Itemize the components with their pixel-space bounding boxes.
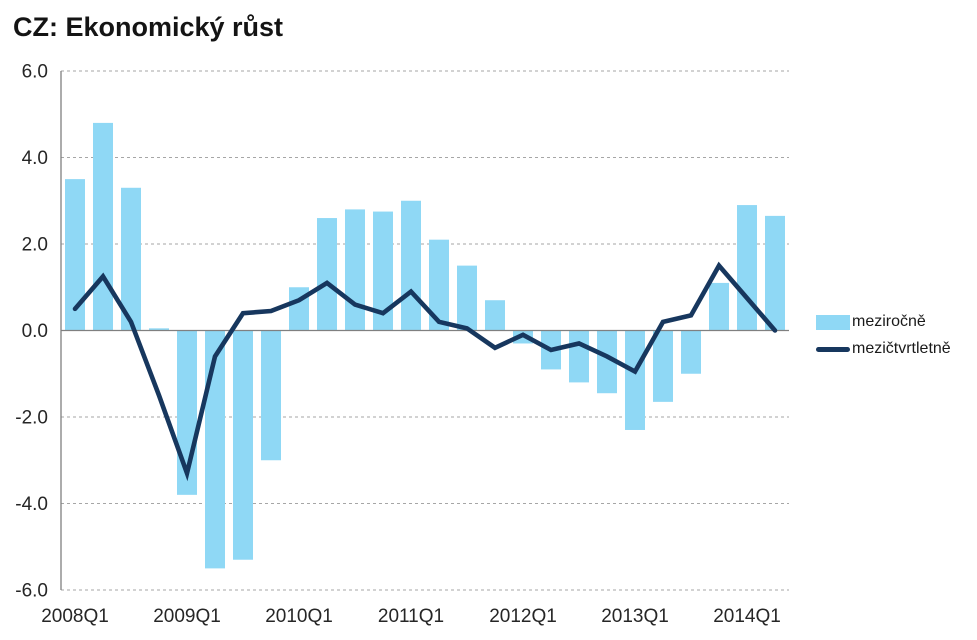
legend: meziročně mezičtvrtletně bbox=[816, 313, 951, 358]
bar-2014Q1 bbox=[737, 205, 757, 331]
y-tick-label-6.0: 6.0 bbox=[22, 62, 48, 83]
line-mezictvrtletne bbox=[72, 261, 778, 482]
bar-2011Q1 bbox=[401, 200, 421, 331]
x-tick-label-2014Q1: 2014Q1 bbox=[713, 606, 781, 627]
bar-2008Q2 bbox=[93, 122, 113, 331]
x-tick-label-2009Q1: 2009Q1 bbox=[153, 606, 221, 627]
bar-2014Q2 bbox=[765, 215, 785, 331]
x-tick-label-2008Q1: 2008Q1 bbox=[41, 606, 109, 627]
x-tick-label-2010Q1: 2010Q1 bbox=[265, 606, 333, 627]
bar-2008Q1 bbox=[65, 179, 85, 331]
legend-label-mezirocne: meziročně bbox=[852, 313, 926, 330]
x-tick-label-2013Q1: 2013Q1 bbox=[601, 606, 669, 627]
bar-2009Q4 bbox=[261, 330, 281, 461]
y-tick-label--4.0: -4.0 bbox=[15, 494, 48, 515]
bar-2011Q3 bbox=[457, 265, 477, 331]
x-tick-label-2012Q1: 2012Q1 bbox=[489, 606, 557, 627]
y-tick-label--2.0: -2.0 bbox=[15, 408, 48, 429]
bar-2013Q3 bbox=[681, 330, 701, 374]
bar-2010Q2 bbox=[317, 218, 337, 331]
legend-label-mezictvrtletne: mezičtvrtletně bbox=[852, 340, 951, 357]
bar-2013Q4 bbox=[709, 282, 729, 331]
bar-2010Q4 bbox=[373, 211, 393, 331]
legend-bar-swatch bbox=[816, 314, 850, 330]
bar-2010Q3 bbox=[345, 209, 365, 331]
legend-item-mezirocne: meziročně bbox=[816, 313, 951, 331]
bar-2012Q3 bbox=[569, 330, 589, 383]
y-tick-label-2.0: 2.0 bbox=[22, 235, 48, 256]
legend-line-swatch bbox=[816, 346, 850, 352]
bar-2008Q3 bbox=[121, 187, 141, 331]
legend-item-mezictvrtletne: mezičtvrtletně bbox=[816, 340, 951, 358]
bar-2013Q1 bbox=[625, 330, 645, 430]
bar-2009Q3 bbox=[233, 330, 253, 560]
bar-2011Q2 bbox=[429, 239, 449, 331]
x-tick-label-2011Q1: 2011Q1 bbox=[378, 606, 444, 627]
y-tick-label-4.0: 4.0 bbox=[22, 148, 48, 169]
bar-2013Q2 bbox=[653, 330, 673, 402]
chart-title: CZ: Ekonomický růst bbox=[13, 12, 284, 42]
bar-2012Q4 bbox=[597, 330, 617, 394]
bar-2009Q2 bbox=[205, 330, 225, 569]
y-tick-label--6.0: -6.0 bbox=[15, 581, 48, 602]
bar-2011Q4 bbox=[485, 300, 505, 331]
bar-2008Q4 bbox=[149, 328, 169, 331]
y-tick-label-0.0: 0.0 bbox=[22, 321, 48, 342]
